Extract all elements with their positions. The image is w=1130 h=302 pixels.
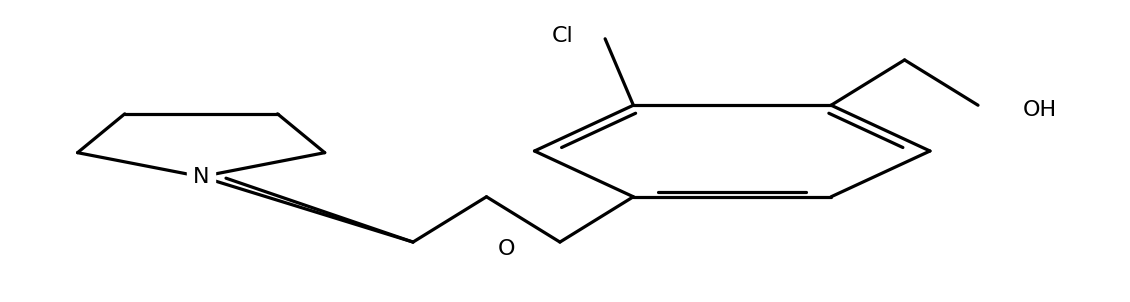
Text: OH: OH (1023, 100, 1057, 120)
Text: O: O (497, 239, 515, 259)
Text: Cl: Cl (551, 26, 573, 46)
Text: N: N (193, 167, 209, 187)
